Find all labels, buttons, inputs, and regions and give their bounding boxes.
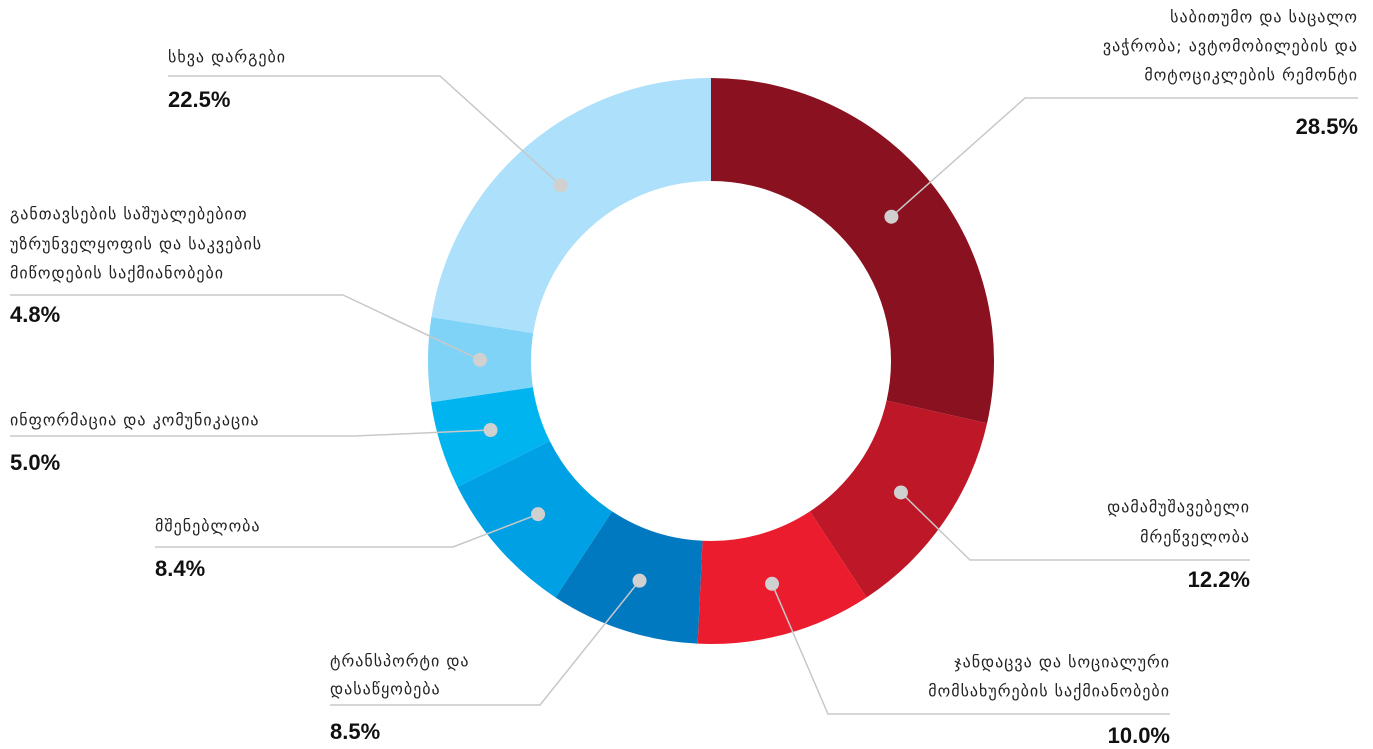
- category-label-line: დამამუშავებელი: [1107, 498, 1250, 517]
- donut-slice: [711, 78, 994, 424]
- category-label: განთავსების საშუალებებით უზრუნველყოფის და…: [10, 205, 262, 283]
- leader-line: [900, 491, 1250, 561]
- category-label: ჯანდაცვა და სოციალური მომსახურების საქმია…: [928, 653, 1170, 701]
- category-label-line: ჯანდაცვა და სოციალური: [954, 653, 1170, 672]
- category-label: დამამუშავებელი მრეწველობა: [1107, 498, 1250, 547]
- value-label: 28.5%: [1296, 114, 1358, 139]
- category-label-line: საბითუმო და საცალო: [1170, 8, 1358, 27]
- slice-dot: [553, 178, 568, 193]
- donut-slice: [431, 77, 711, 334]
- leader-line: [771, 583, 1170, 715]
- leader-line: [330, 580, 641, 706]
- value-label: 4.8%: [10, 302, 60, 327]
- category-label: მშენებლობა: [155, 517, 261, 536]
- slice-dot: [632, 573, 647, 588]
- slice-dot: [473, 352, 488, 367]
- category-label-line: მრეწველობა: [1140, 528, 1250, 547]
- leader-line: [155, 513, 539, 548]
- value-label: 8.5%: [330, 719, 380, 744]
- slice-dot: [765, 576, 780, 591]
- category-label-line: ვაჭრობა; ავტომობილების და: [1103, 37, 1358, 56]
- donut-slice: [809, 400, 988, 598]
- slice-dot: [531, 507, 546, 522]
- category-label-line: მომსახურების საქმიანობები: [928, 682, 1170, 701]
- slice-dot: [483, 423, 498, 438]
- category-label: სხვა დარგები: [168, 48, 286, 67]
- category-label-line: მიწოდების საქმიანობები: [10, 264, 224, 283]
- donut-slice: [555, 511, 703, 644]
- category-label: ინფორმაცია და კომუნიკაცია: [10, 411, 260, 430]
- leader-line: [168, 75, 562, 187]
- value-label: 10.0%: [1108, 723, 1170, 748]
- slice-dot: [893, 485, 908, 500]
- category-label-line: მოტოციკლების რემონტი: [1144, 66, 1358, 85]
- donut-slice: [697, 511, 867, 644]
- category-label-line: დასაწყობება: [330, 680, 441, 699]
- category-label-line: უზრუნველყოფის და საკვების: [10, 235, 262, 254]
- leader-line: [890, 97, 1358, 218]
- category-label-line: ინფორმაცია და კომუნიკაცია: [10, 411, 260, 430]
- category-label: საბითუმო და საცალო ვაჭრობა; ავტომობილების…: [1103, 8, 1358, 85]
- category-label-line: ტრანსპორტი და: [330, 652, 470, 671]
- category-label: ტრანსპორტი და დასაწყობება: [330, 652, 470, 699]
- category-label-line: სხვა დარგები: [168, 48, 286, 67]
- leader-line: [10, 429, 491, 437]
- category-label-line: განთავსების საშუალებებით: [10, 205, 248, 224]
- category-label-line: მშენებლობა: [155, 517, 261, 536]
- leader-line: [10, 294, 481, 361]
- value-label: 5.0%: [10, 450, 60, 475]
- value-label: 22.5%: [168, 87, 230, 112]
- slice-dot: [884, 209, 899, 224]
- value-label: 12.2%: [1188, 567, 1250, 592]
- value-label: 8.4%: [155, 556, 205, 581]
